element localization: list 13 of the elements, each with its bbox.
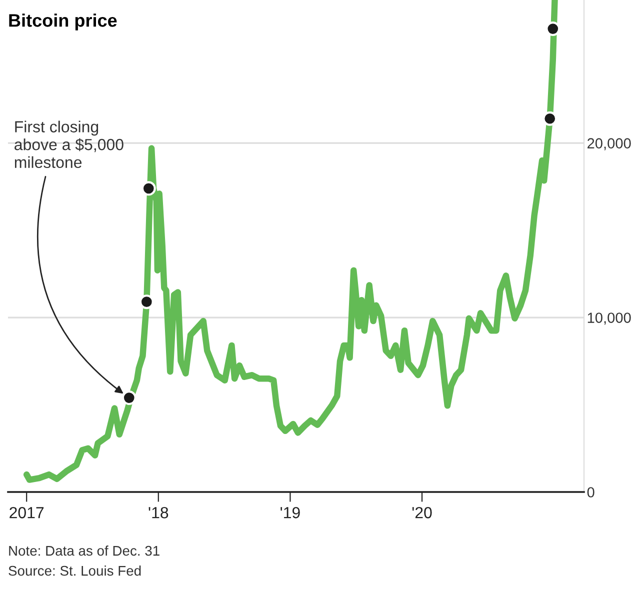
text: Bitcoin price	[9, 14, 117, 30]
x-tick-label: 2017	[10, 507, 44, 518]
x-tick-label: '19	[280, 507, 300, 518]
x-tick-label: '20	[412, 507, 432, 518]
y-tick-label: 10,000	[588, 312, 631, 325]
annotation: First closing above a $5,000 milestone	[14, 120, 124, 168]
point	[122, 390, 136, 406]
y-tick-label: 0	[587, 487, 594, 498]
point	[546, 22, 560, 36]
text: Note: Data as of Dec. 31	[9, 546, 160, 556]
source-note: Source: St. Louis Fed	[8, 566, 141, 576]
x-tick-label: '18	[148, 507, 168, 518]
y-tick-label: 20,000	[588, 138, 631, 150]
